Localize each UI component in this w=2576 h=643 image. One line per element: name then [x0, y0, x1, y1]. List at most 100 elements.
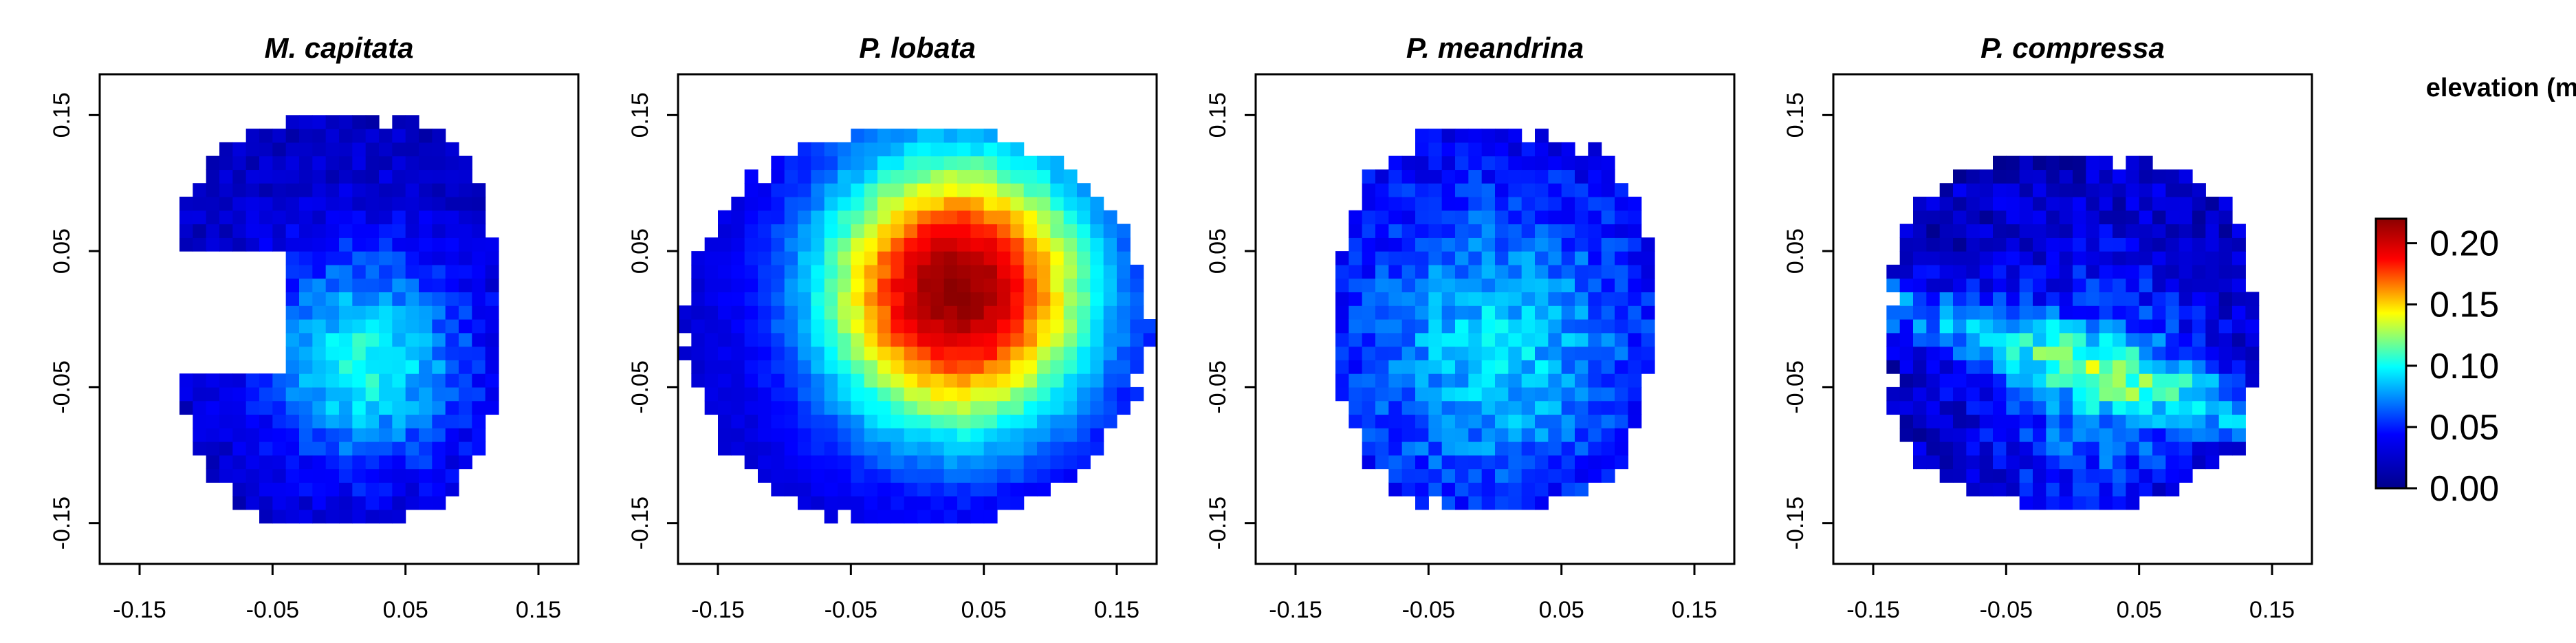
heatmap-cell — [1010, 237, 1025, 252]
heatmap-cell — [1953, 360, 1967, 374]
heatmap-cell — [1913, 224, 1927, 238]
heatmap-cell — [758, 210, 772, 225]
heatmap-cell — [798, 278, 811, 293]
heatmap-cell — [1575, 237, 1589, 252]
heatmap-cell — [1641, 278, 1655, 293]
heatmap-cell — [851, 210, 865, 225]
heatmap-cell — [2113, 428, 2126, 442]
heatmap-cell — [2139, 292, 2153, 306]
heatmap-cell — [838, 442, 851, 456]
heatmap-cell — [744, 264, 758, 279]
heatmap-cell — [1886, 400, 1901, 415]
heatmap-cell — [1601, 183, 1615, 197]
heatmap-cell — [798, 237, 811, 252]
heatmap-cell — [2126, 305, 2140, 320]
heatmap-cell — [1428, 332, 1443, 347]
heatmap-cell — [2086, 197, 2100, 211]
heatmap-cell — [1575, 455, 1589, 470]
heatmap-cell — [2192, 442, 2206, 456]
heatmap-cell — [811, 237, 825, 252]
heatmap-cell — [2139, 332, 2153, 347]
heatmap-cell — [2126, 360, 2140, 374]
heatmap-cell — [2232, 292, 2246, 306]
heatmap-cell — [1575, 373, 1589, 388]
heatmap-cell — [1455, 332, 1469, 347]
heatmap-cell — [1349, 414, 1363, 428]
heatmap-cell — [864, 129, 878, 143]
heatmap-cell — [731, 428, 745, 442]
heatmap-cell — [1090, 414, 1104, 428]
heatmap-cell — [1495, 414, 1509, 428]
heatmap-cell — [2033, 414, 2046, 428]
heatmap-cell — [2126, 183, 2140, 197]
heatmap-cell — [1953, 237, 1967, 252]
heatmap-cell — [784, 155, 798, 171]
heatmap-cell — [1521, 305, 1536, 320]
heatmap-cell — [1615, 455, 1628, 470]
heatmap-cell — [970, 224, 985, 238]
heatmap-cell — [1508, 237, 1522, 252]
heatmap-cell — [1468, 332, 1483, 347]
heatmap-cell — [2113, 332, 2126, 347]
heatmap-cell — [1117, 346, 1131, 360]
heatmap-cell — [2139, 482, 2153, 497]
heatmap-cell — [2205, 428, 2220, 442]
heatmap-cell — [811, 183, 825, 197]
heatmap-cell — [943, 428, 958, 442]
heatmap-cell — [1401, 305, 1416, 320]
heatmap-cell — [1601, 319, 1615, 334]
heatmap-cell — [1601, 251, 1615, 265]
heatmap-cell — [1401, 155, 1416, 171]
heatmap-cell — [1575, 428, 1589, 442]
heatmap-cell — [771, 332, 785, 347]
heatmap-cell — [1601, 428, 1615, 442]
heatmap-cell — [1023, 292, 1038, 306]
heatmap-cell — [1495, 278, 1509, 293]
heatmap-cell — [432, 264, 446, 279]
heatmap-cell — [1441, 414, 1456, 428]
heatmap-cell — [2046, 264, 2060, 279]
heatmap-cell — [1401, 319, 1416, 334]
heatmap-cell — [744, 332, 758, 347]
heatmap-cell — [1077, 183, 1091, 197]
heatmap-cell — [1441, 346, 1456, 360]
heatmap-cell — [1953, 400, 1967, 415]
heatmap-cell — [1130, 292, 1144, 306]
heatmap-cell — [1601, 237, 1615, 252]
heatmap-cell — [1428, 264, 1443, 279]
heatmap-cell — [1913, 400, 1927, 415]
heatmap-cell — [1401, 386, 1416, 402]
heatmap-cell — [917, 169, 931, 184]
heatmap-cell — [232, 482, 247, 497]
heatmap-cell — [2179, 373, 2193, 388]
heatmap-cell — [1349, 386, 1363, 402]
heatmap-cell — [405, 169, 419, 184]
heatmap-cell — [904, 251, 918, 265]
heatmap-cell — [811, 305, 825, 320]
heatmap-cell — [312, 183, 327, 197]
heatmap-cell — [718, 319, 732, 334]
heatmap-cell — [2139, 428, 2153, 442]
heatmap-cell — [1415, 442, 1429, 456]
heatmap-cell — [731, 210, 745, 225]
heatmap-cell — [419, 278, 433, 293]
heatmap-cell — [1641, 319, 1655, 334]
heatmap-cell — [1063, 319, 1078, 334]
heatmap-cell — [1588, 414, 1602, 428]
heatmap-cell — [1495, 468, 1509, 483]
heatmap-cell — [811, 142, 825, 157]
heatmap-cell — [1130, 386, 1144, 402]
heatmap-cell — [1441, 155, 1456, 171]
heatmap-cell — [1375, 400, 1389, 415]
heatmap-cell — [718, 386, 732, 402]
heatmap-cell — [379, 386, 393, 402]
heatmap-cell — [1508, 305, 1522, 320]
heatmap-cell — [1077, 400, 1091, 415]
heatmap-cell — [1939, 305, 1954, 320]
heatmap-cell — [1130, 319, 1144, 334]
heatmap-cell — [2152, 278, 2166, 293]
heatmap-cell — [392, 360, 406, 374]
heatmap-cell — [1388, 455, 1403, 470]
heatmap-cell — [2086, 482, 2100, 497]
heatmap-cell — [864, 169, 878, 184]
